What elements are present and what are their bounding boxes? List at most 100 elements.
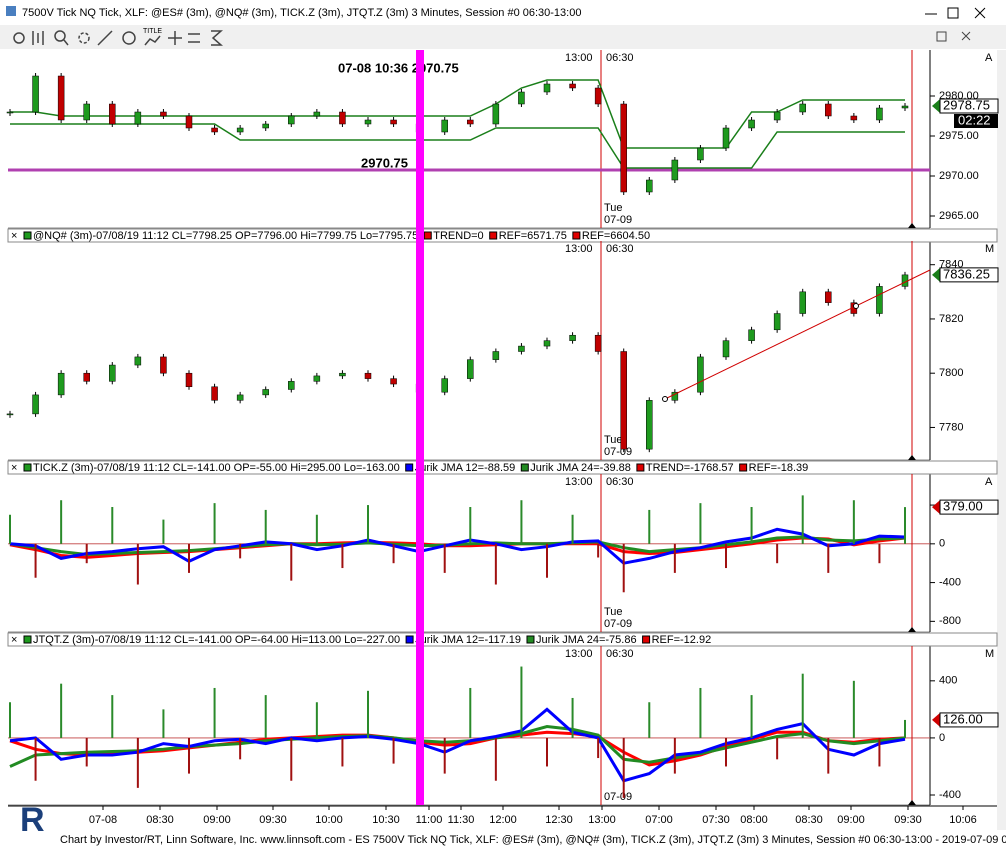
scrollbar[interactable] — [997, 50, 1006, 830]
candle — [773, 313, 781, 331]
candle — [6, 111, 14, 114]
candle — [901, 105, 909, 109]
tool-sum[interactable] — [211, 30, 223, 46]
legend-entry: Jurik JMA 12=-117.19 — [415, 634, 521, 646]
legend-swatch — [23, 635, 32, 644]
pane-controls — [936, 31, 971, 42]
bar — [239, 543, 242, 559]
bar — [341, 543, 344, 569]
bar — [34, 737, 37, 781]
tool-zoom[interactable] — [54, 30, 66, 42]
footer-text: Chart by Investor/RT, Linn Software, Inc… — [60, 834, 1006, 846]
end-marker — [908, 800, 916, 805]
y-tick-label: 400 — [939, 675, 957, 687]
tool-bars[interactable] — [32, 31, 44, 45]
bar — [597, 543, 600, 558]
bar — [494, 543, 497, 585]
end-marker — [908, 455, 916, 460]
candle — [646, 400, 653, 450]
indicator-line — [9, 535, 906, 557]
close[interactable] — [974, 7, 986, 19]
legend-swatch — [642, 635, 651, 644]
legend-entry: Jurik JMA 12=-88.59 — [415, 462, 516, 474]
bar — [367, 505, 369, 544]
bar — [852, 680, 855, 738]
bar — [213, 687, 216, 738]
bar — [392, 543, 395, 564]
maximize[interactable] — [947, 7, 959, 19]
candle — [313, 111, 321, 117]
last-value-arrow — [932, 99, 940, 113]
bar — [9, 702, 11, 738]
session-label: 13:00 — [565, 243, 593, 255]
title-bar — [0, 0, 1006, 24]
time-label: 07-08 — [89, 814, 117, 826]
session-label: 13:00 — [565, 648, 593, 660]
candle — [467, 359, 474, 379]
end-marker — [908, 223, 916, 228]
legend-entry: REF=-18.39 — [749, 462, 809, 474]
legend-swatch — [489, 231, 498, 240]
candle — [441, 119, 448, 133]
pane-header-close: × — [11, 230, 17, 242]
tool-line[interactable] — [97, 30, 113, 46]
bar — [111, 695, 114, 738]
indicator-line — [10, 123, 905, 169]
legend-entry: Jurik JMA 24=-75.86 — [536, 634, 637, 646]
pane-header — [7, 632, 998, 647]
session-label: 06:30 — [606, 648, 634, 660]
tool-fib[interactable] — [188, 33, 200, 43]
restore[interactable] — [936, 31, 947, 42]
tool-cross[interactable] — [168, 31, 182, 45]
tool-bullet[interactable] — [13, 32, 25, 44]
candle — [109, 103, 116, 125]
bar — [878, 543, 881, 564]
candle — [185, 115, 193, 129]
pane-close[interactable] — [961, 31, 971, 41]
tool-zoom-handle — [63, 39, 69, 46]
candle — [83, 103, 90, 121]
candle — [620, 103, 627, 193]
candle — [288, 381, 295, 390]
date-label: 07-09 — [604, 618, 632, 630]
last-value-box — [939, 712, 999, 728]
legend-swatch — [636, 463, 645, 472]
bar — [136, 543, 139, 585]
bar — [622, 543, 625, 593]
legend-entry: REF=-12.92 — [652, 634, 712, 646]
tool-clock[interactable] — [122, 31, 136, 45]
candle — [236, 394, 244, 401]
candle — [518, 91, 525, 105]
bar — [801, 495, 804, 544]
time-label: 10:30 — [372, 814, 400, 826]
candle — [32, 394, 39, 415]
date-label: 07-09 — [604, 791, 632, 803]
bar — [34, 543, 37, 578]
last-value: 379.00 — [943, 499, 983, 514]
window-title: 7500V Tick NQ Tick, XLF: @ES# (3m), @NQ#… — [22, 7, 581, 19]
window-controls[interactable] — [925, 7, 986, 19]
y-tick-label: 7800 — [939, 367, 963, 379]
tool-settings[interactable] — [78, 32, 90, 44]
legend-swatch — [739, 463, 748, 472]
candle — [825, 103, 832, 117]
y-tick-label: -800 — [939, 615, 961, 627]
toolbar — [0, 25, 1006, 49]
candle — [773, 111, 781, 121]
tool-title[interactable] — [144, 35, 161, 46]
toolbar-title-label: TITLE — [143, 28, 162, 35]
bar — [904, 719, 906, 738]
candle — [160, 111, 167, 117]
trend-anchor — [662, 396, 668, 402]
bar — [136, 737, 139, 788]
bar — [852, 500, 855, 544]
indicator-line — [10, 79, 905, 149]
candle — [160, 356, 167, 374]
candle — [748, 119, 755, 129]
candle — [671, 391, 679, 401]
candle — [722, 340, 730, 358]
annotation: 07-08 10:36 2970.75 — [338, 60, 459, 75]
bar — [622, 737, 625, 798]
candle — [57, 372, 65, 396]
